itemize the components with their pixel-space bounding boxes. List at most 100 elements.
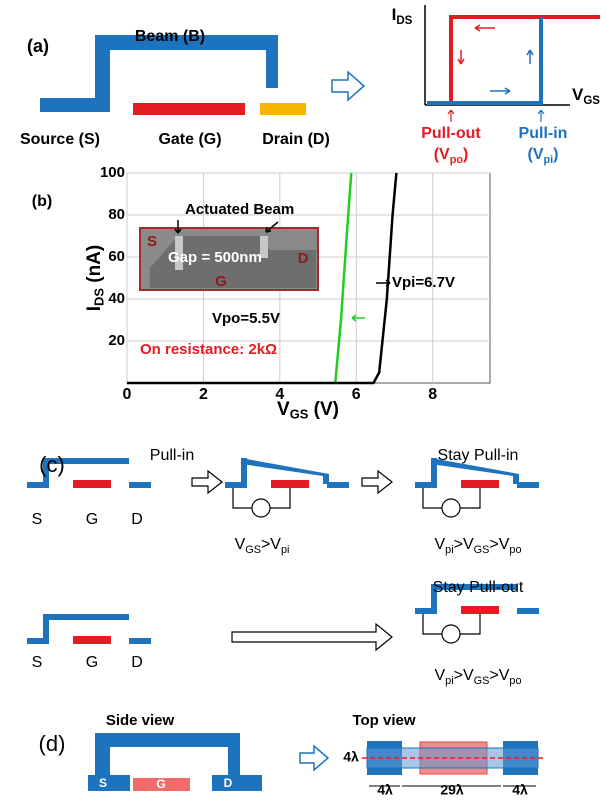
x-tick-label: 6 [352, 386, 361, 403]
label: Vpi=6.7V [392, 274, 455, 291]
subscript: GS [245, 544, 261, 556]
arrow [362, 471, 392, 493]
arrow [538, 110, 544, 122]
text-part: >V [489, 667, 509, 684]
arrow [490, 88, 510, 94]
label: Vpi>VGS>Vpo [435, 667, 522, 686]
text-part: (V) [308, 399, 339, 420]
arrow [232, 624, 392, 650]
side-view [88, 733, 262, 791]
arrow [192, 471, 222, 493]
y-tick-label: 80 [108, 206, 125, 223]
text-part: ) [463, 146, 468, 163]
label: G [86, 654, 98, 671]
subscript: DS [92, 288, 107, 306]
label: (b) [32, 193, 52, 210]
label: (Vpi) [528, 146, 559, 165]
label: Actuated Beam [185, 201, 294, 218]
arrow [448, 110, 454, 122]
label: D [131, 511, 143, 528]
pull-in-curve [427, 17, 541, 103]
label: VGS [572, 85, 600, 107]
label: Vpo=5.5V [212, 310, 280, 327]
label: G [215, 273, 227, 290]
text-part: ) [553, 146, 558, 163]
top-view [362, 741, 545, 786]
drain [327, 482, 349, 488]
x-tick-label: 0 [123, 386, 132, 403]
text-part: (V [528, 146, 544, 163]
label: (d) [39, 731, 66, 756]
arrow [458, 50, 464, 64]
source [88, 775, 130, 791]
label: G [86, 511, 98, 528]
gate [461, 606, 499, 614]
label: Top view [352, 712, 415, 729]
y-tick-label: 20 [108, 332, 125, 349]
text-part: V [235, 536, 246, 553]
device-a [40, 35, 306, 115]
gate [461, 480, 499, 488]
label: Stay Pull-in [438, 447, 519, 464]
label: 29λ [440, 782, 464, 798]
drain [517, 608, 539, 614]
label: VGS>Vpi [235, 536, 290, 555]
label: S [32, 511, 43, 528]
x-axis-title: VGS (V) [277, 399, 339, 422]
subscript: pi [544, 154, 554, 166]
drain [260, 103, 306, 115]
beam [95, 733, 240, 775]
beam [40, 35, 278, 112]
gate [133, 103, 245, 115]
label: (Vpo) [434, 146, 469, 165]
label: Pull-in [150, 447, 194, 464]
subscript: GS [290, 407, 309, 422]
arrow [332, 72, 364, 100]
label: IDS [392, 5, 413, 27]
label: Vpi>VGS>Vpo [435, 536, 522, 555]
label: Beam (B) [135, 28, 205, 45]
label: Pull-in [519, 125, 568, 142]
gate [73, 636, 111, 644]
subscript: po [509, 544, 521, 556]
label: S [147, 233, 157, 250]
label: 4λ [512, 782, 528, 798]
voltage-source [442, 499, 460, 517]
subscript: po [450, 154, 464, 166]
y-axis-title: IDS (nA) [84, 245, 107, 311]
arrow [475, 25, 495, 31]
text-part: V [277, 399, 290, 420]
subscript: po [509, 675, 521, 687]
text-part: >V [489, 536, 509, 553]
label: 4λ [343, 749, 359, 765]
text-part: >V [261, 536, 281, 553]
label: On resistance: 2kΩ [140, 341, 277, 358]
x-tick-label: 8 [428, 386, 437, 403]
arrow [300, 746, 328, 770]
label: D [224, 776, 233, 790]
beam [43, 614, 129, 620]
subscript: pi [445, 675, 453, 687]
label: Pull-out [421, 125, 481, 142]
voltage-source [442, 625, 460, 643]
y-tick-label: 100 [100, 164, 125, 181]
label: Side view [106, 712, 175, 729]
subscript: GS [583, 95, 600, 107]
text-part: (nA) [84, 245, 105, 288]
text-part: >V [454, 536, 474, 553]
text-part: >V [454, 667, 474, 684]
subscript: GS [474, 675, 490, 687]
text-part: (V [434, 146, 450, 163]
subscript: GS [474, 544, 490, 556]
voltage-source [252, 499, 270, 517]
gate [271, 480, 309, 488]
drain [129, 482, 151, 488]
label: (a) [27, 36, 49, 56]
label: Gate (G) [158, 131, 221, 148]
y-tick-label: 40 [108, 290, 125, 307]
label: Source (S) [20, 131, 100, 148]
label: 4λ [377, 782, 393, 798]
text-part: V [572, 85, 584, 104]
label: D [131, 654, 143, 671]
arrow [527, 50, 533, 64]
